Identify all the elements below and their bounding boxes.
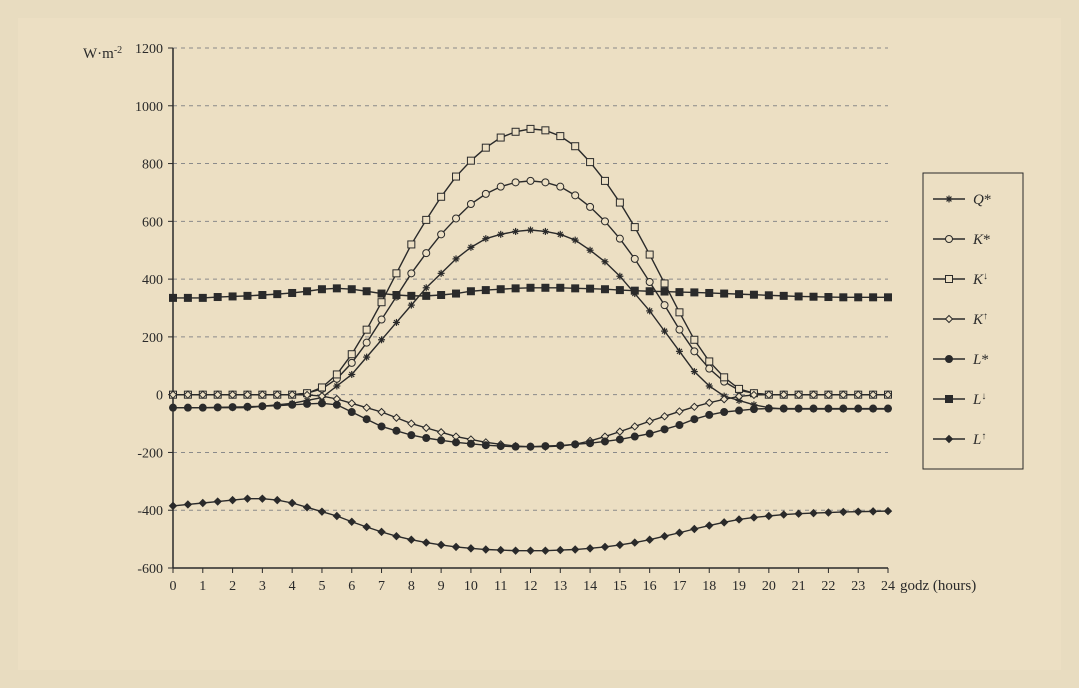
svg-text:12: 12: [524, 579, 538, 594]
svg-text:godz (hours): godz (hours): [900, 578, 976, 594]
svg-text:9: 9: [438, 579, 445, 594]
svg-text:0: 0: [156, 389, 163, 404]
svg-text:3: 3: [259, 579, 266, 594]
svg-text:19: 19: [732, 579, 746, 594]
svg-text:1200: 1200: [135, 42, 163, 57]
svg-text:16: 16: [643, 579, 657, 594]
svg-text:0: 0: [170, 579, 177, 594]
svg-text:7: 7: [378, 579, 385, 594]
svg-text:-600: -600: [137, 562, 163, 577]
svg-text:4: 4: [289, 579, 296, 594]
svg-text:13: 13: [553, 579, 567, 594]
svg-text:-400: -400: [137, 504, 163, 519]
svg-text:1000: 1000: [135, 100, 163, 115]
svg-text:23: 23: [851, 579, 865, 594]
svg-text:10: 10: [464, 579, 478, 594]
svg-text:600: 600: [142, 215, 163, 230]
radiation-chart: -600-400-2000200400600800100012000123456…: [18, 18, 1061, 670]
svg-text:K*: K*: [972, 232, 991, 248]
svg-text:22: 22: [821, 579, 835, 594]
svg-text:1: 1: [199, 579, 206, 594]
svg-text:14: 14: [583, 579, 597, 594]
page-container: -600-400-2000200400600800100012000123456…: [0, 0, 1079, 688]
svg-text:15: 15: [613, 579, 627, 594]
svg-text:21: 21: [792, 579, 806, 594]
svg-text:-200: -200: [137, 446, 163, 461]
svg-text:17: 17: [672, 579, 686, 594]
svg-text:24: 24: [881, 579, 895, 594]
svg-text:18: 18: [702, 579, 716, 594]
svg-text:8: 8: [408, 579, 415, 594]
svg-text:6: 6: [348, 579, 355, 594]
svg-text:400: 400: [142, 273, 163, 288]
svg-text:20: 20: [762, 579, 776, 594]
svg-text:Q*: Q*: [973, 192, 991, 208]
svg-text:5: 5: [318, 579, 325, 594]
svg-text:2: 2: [229, 579, 236, 594]
chart-panel: -600-400-2000200400600800100012000123456…: [18, 18, 1061, 670]
svg-text:200: 200: [142, 331, 163, 346]
svg-text:L*: L*: [972, 352, 989, 368]
svg-text:11: 11: [494, 579, 507, 594]
legend: Q*K*K↓K↑L*L↓L↑: [923, 173, 1023, 469]
svg-text:800: 800: [142, 158, 163, 173]
